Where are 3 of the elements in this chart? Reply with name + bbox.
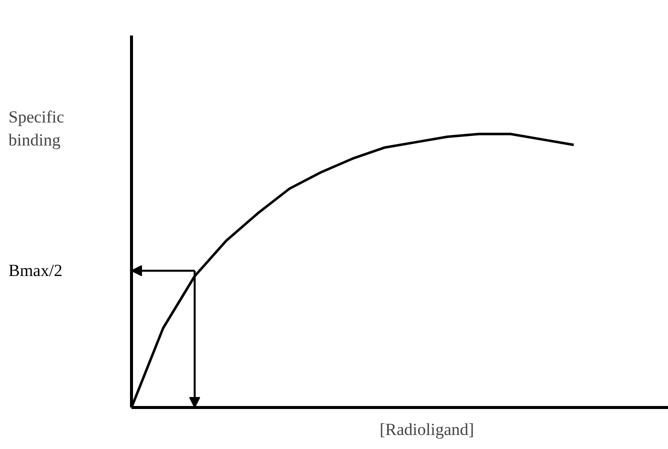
text: Bmax/2 [8, 261, 62, 280]
y-axis-title: Specific binding [8, 108, 65, 150]
x-axis-title: [Radioligand] [380, 420, 474, 439]
